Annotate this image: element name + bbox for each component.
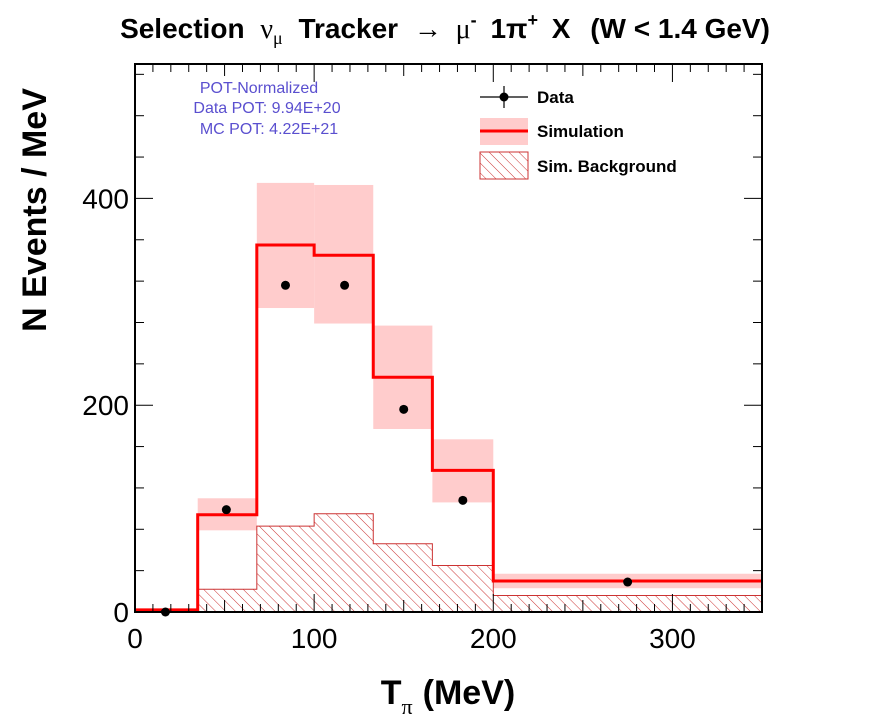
legend-data-marker (499, 92, 509, 102)
background-bin (256, 526, 315, 612)
title-prefix: Selection (120, 13, 244, 44)
data-point (340, 280, 350, 290)
legend-entry-data: Data (480, 86, 574, 108)
background-layer (135, 513, 763, 613)
chart-title: Selection νμ Tracker → μ- 1π+ X (W < 1.4… (120, 1, 770, 50)
title-onepi-sup: + (527, 10, 538, 30)
title-mu: μ (456, 14, 471, 45)
title-onepi: 1π (490, 13, 527, 44)
legend-label-background: Sim. Background (537, 157, 677, 176)
background-bin (493, 595, 762, 612)
y-tick-label: 200 (82, 390, 129, 421)
title-x: X (552, 13, 571, 44)
title-nu: ν (260, 14, 273, 45)
title-arrow: → (414, 13, 442, 44)
simulation-band-layer (135, 182, 762, 611)
annotation-mc-pot: MC POT: 4.22E+21 (200, 121, 338, 138)
title-cut: (W < 1.4 GeV) (590, 13, 770, 44)
y-axis-title: N Events / MeV (16, 88, 54, 332)
background-bin (314, 513, 374, 612)
background-outline (135, 513, 763, 613)
tick-labels-layer: 0 100 200 300 0 200 400 (82, 183, 696, 654)
data-point (623, 577, 633, 587)
data-point (399, 404, 409, 414)
title-mu-sup: - (471, 10, 477, 30)
x-tick-label: 0 (127, 623, 143, 654)
x-axis-title-sub: π (402, 694, 413, 719)
legend: Data Simulation Sim. Background (479, 86, 677, 180)
data-point (221, 505, 231, 515)
title-nu-sub: μ (273, 28, 283, 48)
x-tick-label: 300 (649, 623, 696, 654)
y-tick-label: 400 (82, 183, 129, 214)
x-tick-label: 100 (291, 623, 338, 654)
legend-background-swatch (479, 151, 529, 180)
y-tick-label: 0 (113, 597, 129, 628)
plot-frame (134, 63, 763, 613)
annotation-data-pot: Data POT: 9.94E+20 (193, 100, 340, 117)
axis-ticks-layer (134, 64, 763, 613)
background-bin (373, 543, 433, 612)
data-point (280, 280, 290, 290)
data-point (458, 495, 468, 505)
x-tick-label: 200 (470, 623, 517, 654)
legend-label-data: Data (537, 88, 574, 107)
x-axis-title-unit: (MeV) (423, 674, 516, 712)
simulation-line (135, 243, 762, 612)
annotation-pot-normalized: POT-Normalized (200, 80, 318, 97)
legend-entry-simulation: Simulation (480, 118, 624, 145)
x-axis-title: Tπ (MeV) (381, 674, 515, 719)
background-bin (432, 565, 494, 612)
title-tracker: Tracker (298, 13, 398, 44)
legend-entry-background: Sim. Background (479, 151, 677, 180)
x-axis-title-t: T (381, 674, 402, 712)
legend-label-simulation: Simulation (537, 122, 624, 141)
simulation-line-layer (135, 243, 762, 612)
